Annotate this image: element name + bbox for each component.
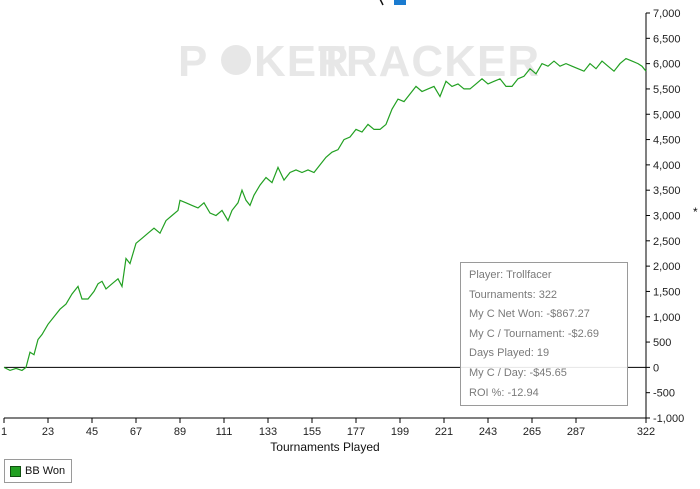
edge-marker: * [693, 205, 698, 219]
pokertracker-watermark: P KER TRACKER [178, 37, 540, 86]
y-tick-label: 4,000 [653, 160, 681, 172]
stat-days-played: Days Played: 19 [469, 347, 550, 360]
y-axis: -1,000 -500 0 500 1,000 1,500 2,000 2,500 3,000 3… [646, 8, 684, 425]
x-tick-label: 23 [42, 426, 54, 438]
x-tick-label: 67 [130, 426, 142, 438]
y-tick-label: 0 [653, 362, 659, 374]
y-tick-label: 500 [653, 337, 671, 349]
y-tick-label: 7,000 [653, 8, 681, 20]
y-tick-label: -500 [653, 388, 675, 400]
y-tick-label: 1,000 [653, 312, 681, 324]
x-tick-label: 265 [523, 426, 541, 438]
x-axis-title: Tournaments Played [270, 440, 379, 454]
y-tick-label: 5,000 [653, 109, 681, 121]
y-tick-label: 5,500 [653, 84, 681, 96]
x-tick-label: 287 [567, 426, 585, 438]
y-tick-label: 4,500 [653, 135, 681, 147]
x-tick-label: 45 [86, 426, 98, 438]
y-tick-label: 3,000 [653, 211, 681, 223]
stat-player: Player: Trollfacer [469, 269, 552, 281]
x-tick-label: 243 [479, 426, 497, 438]
y-tick-label: 2,500 [653, 236, 681, 248]
watermark-chip-icon [221, 45, 251, 75]
legend-swatch [10, 465, 21, 477]
legend-label: BB Won [25, 465, 66, 477]
stat-per-tournament: My C / Tournament: -$2.69 [469, 327, 600, 340]
x-tick-label: 89 [174, 426, 186, 438]
x-tick-label: 221 [435, 426, 453, 438]
legend[interactable]: BB Won [4, 459, 72, 483]
y-tick-label: 6,000 [653, 59, 681, 71]
stat-roi: ROI %: -12.94 [469, 386, 539, 399]
top-fragment [375, 0, 387, 6]
x-tick-label: 155 [303, 426, 321, 438]
x-tick-label: 111 [216, 426, 233, 438]
stat-net-won: My C Net Won: -$867.27 [469, 308, 590, 321]
stat-per-day: My C / Day: -$45.65 [469, 366, 567, 379]
watermark-part3: TRACKER [318, 37, 540, 86]
stats-box: Player: Trollfacer Tournaments: 322 My C… [460, 262, 628, 406]
series-line-bb-won [3, 57, 647, 372]
x-tick-label: 1 [1, 426, 7, 438]
x-tick-label: 133 [259, 426, 277, 438]
x-tick-label: 199 [391, 426, 409, 438]
y-tick-label: 3,500 [653, 185, 681, 197]
watermark-part1: P [178, 37, 208, 86]
x-tick-label: 322 [637, 426, 655, 438]
x-axis: 1 23 45 67 89 111 133 155 177 199 221 243 265 287 322 [1, 418, 655, 438]
stat-tournaments: Tournaments: 322 [469, 288, 558, 301]
watermark-part2: KER [254, 37, 350, 86]
y-tick-label: 1,500 [653, 286, 681, 298]
y-tick-label: 2,000 [653, 261, 681, 273]
y-tick-label: -1,000 [653, 413, 684, 425]
x-tick-label: 177 [347, 426, 365, 438]
flag-icon [394, 0, 406, 5]
y-tick-label: 6,500 [653, 33, 681, 45]
